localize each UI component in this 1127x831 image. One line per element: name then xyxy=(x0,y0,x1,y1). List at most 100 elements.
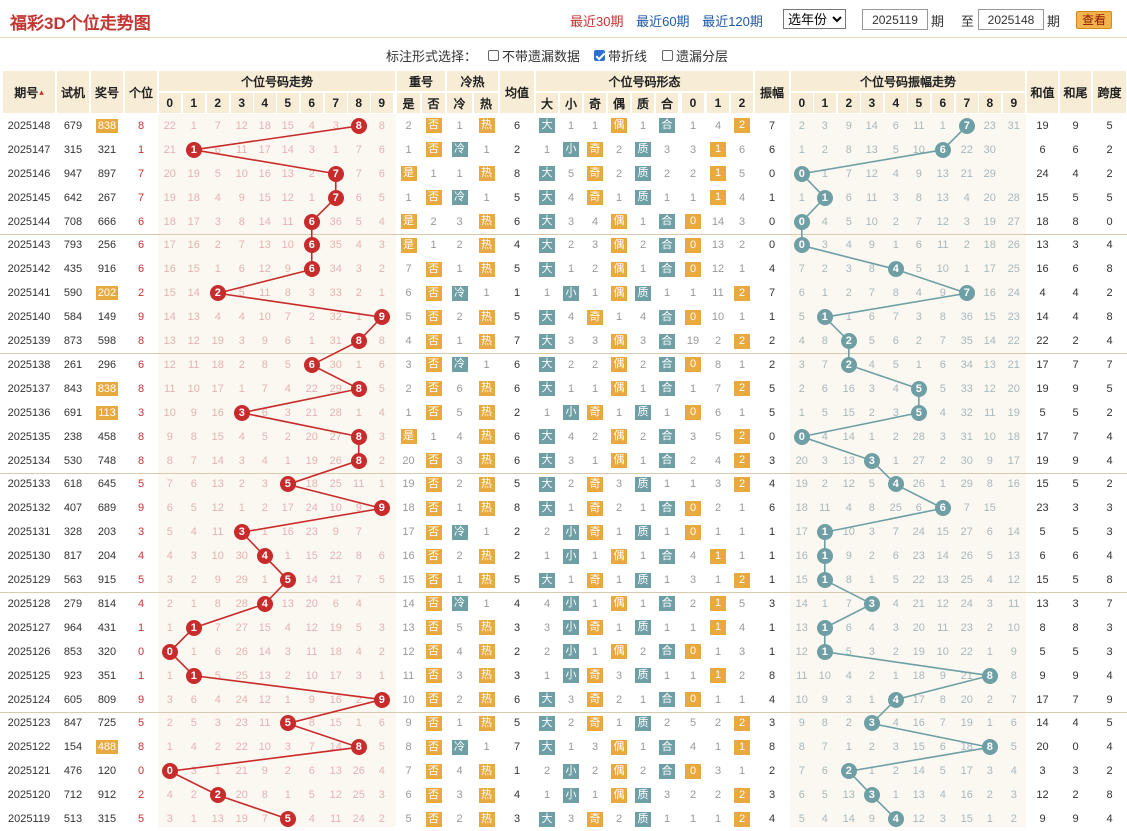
form-cell: 2 xyxy=(730,473,754,497)
form-cell: 10 xyxy=(706,305,730,329)
option-polyline[interactable]: 带折线 xyxy=(594,46,647,65)
hotcold-cell: 热 xyxy=(473,401,500,425)
amp-miss-cell: 29 xyxy=(960,478,973,491)
form-value: 1 xyxy=(738,406,746,419)
amp-miss-cell: 11 xyxy=(913,119,925,132)
checkbox-layered[interactable] xyxy=(662,50,673,61)
form-value: 3 xyxy=(543,621,551,634)
group-separator xyxy=(0,592,1127,593)
amp-miss-cell: 16 xyxy=(795,550,808,563)
link-recent-60[interactable]: 最近60期 xyxy=(636,14,690,29)
trend-miss-cell: 14 xyxy=(305,574,318,587)
amp-miss-cell: 10 xyxy=(1007,621,1020,634)
amp-cell: 8 xyxy=(768,741,776,754)
form-cell: 合 xyxy=(655,257,679,281)
trend-miss-cell: 1 xyxy=(308,191,315,204)
trend-miss-cell: 6 xyxy=(378,143,385,156)
form-odd-header: 奇 xyxy=(583,92,607,114)
repeat-value: 6 xyxy=(405,287,412,300)
hotcold-value: 热 xyxy=(478,620,495,636)
form-value: 2 xyxy=(639,239,647,252)
pos-cell: 6 xyxy=(137,263,145,276)
hotcold-cell: 热 xyxy=(473,449,500,473)
query-button[interactable]: 查看 xyxy=(1076,11,1112,29)
trend-miss-cell: 8 xyxy=(190,430,197,443)
issue-cell: 2025137 xyxy=(7,382,51,395)
hot-header: 热 xyxy=(473,92,499,114)
form-value: 2 xyxy=(639,645,647,658)
form-cell: 2 xyxy=(730,664,754,688)
amp-miss-cell: 23 xyxy=(983,119,996,132)
form-cell: 1 xyxy=(655,401,679,425)
form-cell: 1 xyxy=(730,759,754,783)
trend-miss-cell: 16 xyxy=(281,526,294,539)
form-value: 1 xyxy=(663,574,671,587)
form-cell: 大 xyxy=(535,425,559,449)
form-value: 2 xyxy=(734,476,750,492)
sum-cell: 13 xyxy=(1036,597,1049,610)
form-value: 大 xyxy=(539,811,555,827)
trend-miss-cell: 7 xyxy=(284,311,291,324)
trend-miss-cell: 4 xyxy=(214,311,221,324)
pos-cell: 9 xyxy=(137,311,145,324)
trend-digit-header: 1 xyxy=(182,92,206,114)
repeat-cell: 否 xyxy=(421,783,446,807)
amp-miss-cell: 1 xyxy=(798,143,805,156)
hotcold-group-header: 冷热 xyxy=(446,70,499,92)
amp-miss-cell: 10 xyxy=(842,526,855,539)
trend-miss-cell: 9 xyxy=(214,574,221,587)
hotcold-value: 冷 xyxy=(451,739,468,755)
prize-value: 321 xyxy=(97,143,117,156)
form-cell: 大 xyxy=(535,210,559,234)
form-cell: 1 xyxy=(730,353,754,377)
repeat-value: 否 xyxy=(425,572,442,588)
trend-miss-cell: 9 xyxy=(284,263,291,276)
test-cell: 642 xyxy=(63,191,83,204)
link-recent-30[interactable]: 最近30期 xyxy=(570,14,624,29)
amp-miss-cell: 4 xyxy=(845,669,852,682)
amp-miss-cell: 20 xyxy=(795,454,808,467)
form-cell: 2 xyxy=(559,473,583,497)
form-value: 1 xyxy=(639,741,647,754)
form-value: 2 xyxy=(734,381,750,397)
amp-miss-cell: 35 xyxy=(960,335,973,348)
option-layered[interactable]: 遗漏分层 xyxy=(662,46,728,65)
form-cell: 1 xyxy=(730,496,754,520)
trend-digit-header: 6 xyxy=(300,92,324,114)
span-cell: 4 xyxy=(1106,454,1113,467)
amp-miss-cell: 9 xyxy=(798,717,805,730)
link-recent-120[interactable]: 最近120期 xyxy=(702,14,763,29)
from-issue-input[interactable] xyxy=(862,9,928,30)
form-cell: 5 xyxy=(730,592,754,616)
form-cell: 偶 xyxy=(607,425,631,449)
sum-cell: 6 xyxy=(1039,143,1046,156)
form-value: 4 xyxy=(689,741,697,754)
hotcold-value: 1 xyxy=(483,287,490,300)
test-cell: 947 xyxy=(63,167,83,180)
checkbox-no-miss[interactable] xyxy=(488,50,499,61)
sort-icon[interactable]: ▴ xyxy=(39,87,44,97)
amp-ball: 6 xyxy=(934,141,951,158)
col-issue-header[interactable]: 期号 ▴ xyxy=(2,70,56,114)
form-cell: 2 xyxy=(681,449,705,473)
amp-miss-cell: 13 xyxy=(936,167,949,180)
form-value: 1 xyxy=(639,693,647,706)
form-cell: 1 xyxy=(535,783,559,807)
year-select[interactable]: 选年份 xyxy=(783,9,846,29)
to-issue-input[interactable] xyxy=(978,9,1044,30)
form-value: 大 xyxy=(539,500,555,516)
trend-ball: 0 xyxy=(161,643,178,660)
form-cell: 1 xyxy=(535,281,559,305)
trend-miss-cell: 1 xyxy=(261,574,268,587)
hotcold-value: 冷 xyxy=(451,357,468,373)
option-no-miss[interactable]: 不带遗漏数据 xyxy=(488,46,580,65)
amp-miss-cell: 28 xyxy=(1007,191,1020,204)
form-value: 质 xyxy=(635,166,651,182)
form-value: 1 xyxy=(738,550,746,563)
form-cell: 1 xyxy=(607,401,631,425)
repeat-value: 7 xyxy=(405,765,412,778)
sumtail-cell: 7 xyxy=(1072,358,1079,371)
amp-miss-cell: 1 xyxy=(821,287,828,300)
form-cell: 1 xyxy=(706,616,730,640)
checkbox-polyline[interactable] xyxy=(594,50,605,61)
